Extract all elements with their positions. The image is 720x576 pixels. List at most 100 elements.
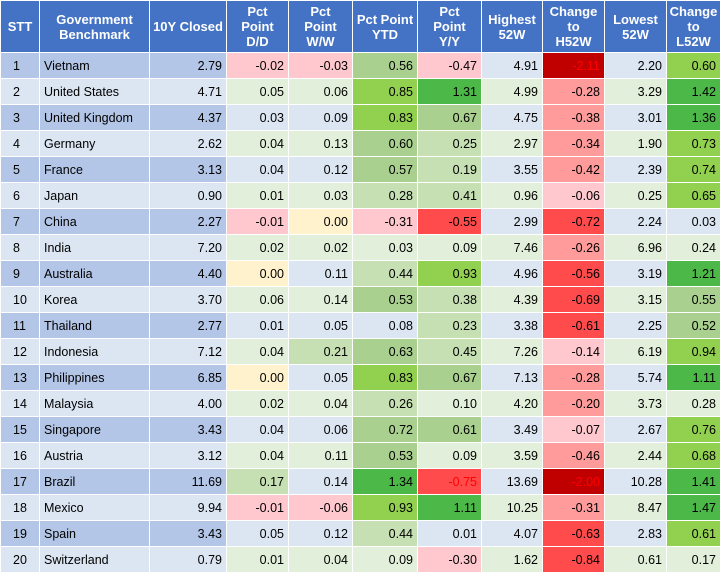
cell-pct-yy: -0.75 <box>417 468 482 495</box>
cell-ten-year-closed: 2.77 <box>149 312 227 339</box>
cell-lowest-52w: 3.01 <box>604 104 667 131</box>
cell-pct-ytd: 0.56 <box>352 52 418 79</box>
cell-highest-52w: 4.96 <box>481 260 543 287</box>
cell-stt: 1 <box>0 52 40 79</box>
cell-change-l52w: 0.94 <box>666 338 720 365</box>
cell-lowest-52w: 0.61 <box>604 546 667 573</box>
cell-pct-ytd: 0.08 <box>352 312 418 339</box>
cell-change-l52w: 0.74 <box>666 156 720 183</box>
header-lowest-52w: Lowest 52W <box>604 0 667 53</box>
cell-pct-ww: 0.05 <box>288 364 353 391</box>
cell-pct-dd: 0.04 <box>226 416 289 443</box>
cell-change-l52w: 1.36 <box>666 104 720 131</box>
cell-benchmark: China <box>39 208 150 235</box>
table-row: 4 Germany 2.62 0.04 0.13 0.60 0.25 2.97 -0.34 1.9… <box>0 130 720 157</box>
header-row: STT Government Benchmark 10Y Closed Pct Po… <box>0 0 720 53</box>
cell-change-h52w: -2.11 <box>542 52 605 79</box>
cell-ten-year-closed: 4.40 <box>149 260 227 287</box>
table-row: 11 Thailand 2.77 0.01 0.05 0.08 0.23 3.38 -0.61 2… <box>0 312 720 339</box>
cell-lowest-52w: 3.19 <box>604 260 667 287</box>
cell-pct-ytd: -0.31 <box>352 208 418 235</box>
cell-highest-52w: 2.97 <box>481 130 543 157</box>
cell-pct-yy: 0.09 <box>417 234 482 261</box>
cell-ten-year-closed: 6.85 <box>149 364 227 391</box>
cell-stt: 10 <box>0 286 40 313</box>
cell-highest-52w: 7.26 <box>481 338 543 365</box>
cell-pct-yy: 1.31 <box>417 78 482 105</box>
cell-stt: 19 <box>0 520 40 547</box>
cell-pct-yy: 0.38 <box>417 286 482 313</box>
header-change-l52w: Change to L52W <box>666 0 720 53</box>
cell-change-h52w: -0.06 <box>542 182 605 209</box>
cell-highest-52w: 3.55 <box>481 156 543 183</box>
cell-benchmark: Vietnam <box>39 52 150 79</box>
cell-benchmark: Germany <box>39 130 150 157</box>
cell-pct-ww: 0.02 <box>288 234 353 261</box>
cell-pct-ww: 0.04 <box>288 546 353 573</box>
cell-pct-dd: 0.17 <box>226 468 289 495</box>
cell-stt: 17 <box>0 468 40 495</box>
cell-change-h52w: -0.46 <box>542 442 605 469</box>
cell-pct-dd: -0.02 <box>226 52 289 79</box>
cell-pct-yy: 0.41 <box>417 182 482 209</box>
cell-pct-ytd: 0.28 <box>352 182 418 209</box>
cell-pct-dd: 0.00 <box>226 364 289 391</box>
cell-stt: 3 <box>0 104 40 131</box>
cell-pct-dd: 0.05 <box>226 520 289 547</box>
header-pct-ww: Pct Point W/W <box>288 0 353 53</box>
table-row: 6 Japan 0.90 0.01 0.03 0.28 0.41 0.96 -0.06 0.25 0… <box>0 182 720 209</box>
cell-stt: 13 <box>0 364 40 391</box>
cell-ten-year-closed: 7.12 <box>149 338 227 365</box>
cell-highest-52w: 2.99 <box>481 208 543 235</box>
cell-highest-52w: 4.39 <box>481 286 543 313</box>
cell-stt: 9 <box>0 260 40 287</box>
cell-pct-ytd: 0.83 <box>352 104 418 131</box>
cell-pct-ww: 0.09 <box>288 104 353 131</box>
cell-pct-dd: 0.01 <box>226 182 289 209</box>
cell-pct-dd: 0.04 <box>226 338 289 365</box>
cell-pct-dd: 0.06 <box>226 286 289 313</box>
cell-highest-52w: 3.49 <box>481 416 543 443</box>
cell-change-l52w: 0.17 <box>666 546 720 573</box>
cell-change-l52w: 1.47 <box>666 494 720 521</box>
cell-benchmark: Malaysia <box>39 390 150 417</box>
table-row: 16 Austria 3.12 0.04 0.11 0.53 0.09 3.59 -0.46 2.… <box>0 442 720 469</box>
cell-pct-ytd: 0.57 <box>352 156 418 183</box>
cell-stt: 16 <box>0 442 40 469</box>
cell-ten-year-closed: 3.43 <box>149 416 227 443</box>
cell-lowest-52w: 2.20 <box>604 52 667 79</box>
cell-ten-year-closed: 0.90 <box>149 182 227 209</box>
cell-benchmark: Australia <box>39 260 150 287</box>
cell-benchmark: Philippines <box>39 364 150 391</box>
cell-pct-ww: 0.06 <box>288 78 353 105</box>
cell-stt: 8 <box>0 234 40 261</box>
table-row: 9 Australia 4.40 0.00 0.11 0.44 0.93 4.96 -0.56 3… <box>0 260 720 287</box>
cell-pct-ww: 0.05 <box>288 312 353 339</box>
cell-pct-ytd: 0.26 <box>352 390 418 417</box>
cell-pct-ww: 0.00 <box>288 208 353 235</box>
cell-change-h52w: -0.31 <box>542 494 605 521</box>
cell-pct-dd: 0.02 <box>226 234 289 261</box>
cell-pct-ytd: 0.85 <box>352 78 418 105</box>
cell-pct-yy: -0.30 <box>417 546 482 573</box>
cell-pct-ww: 0.14 <box>288 286 353 313</box>
cell-pct-yy: 0.19 <box>417 156 482 183</box>
cell-pct-yy: -0.55 <box>417 208 482 235</box>
cell-change-h52w: -0.26 <box>542 234 605 261</box>
table-row: 2 United States 4.71 0.05 0.06 0.85 1.31 4.99 -0… <box>0 78 720 105</box>
table-row: 5 France 3.13 0.04 0.12 0.57 0.19 3.55 -0.42 2.39… <box>0 156 720 183</box>
cell-pct-ww: 0.14 <box>288 468 353 495</box>
cell-pct-ww: 0.06 <box>288 416 353 443</box>
cell-lowest-52w: 2.24 <box>604 208 667 235</box>
cell-pct-ww: 0.03 <box>288 182 353 209</box>
cell-change-h52w: -0.72 <box>542 208 605 235</box>
table-row: 8 India 7.20 0.02 0.02 0.03 0.09 7.46 -0.26 6.96 0… <box>0 234 720 261</box>
cell-highest-52w: 4.75 <box>481 104 543 131</box>
cell-stt: 14 <box>0 390 40 417</box>
cell-highest-52w: 3.59 <box>481 442 543 469</box>
header-pct-ytd: Pct Point YTD <box>352 0 418 53</box>
cell-highest-52w: 3.38 <box>481 312 543 339</box>
cell-pct-yy: 0.09 <box>417 442 482 469</box>
cell-pct-dd: -0.01 <box>226 208 289 235</box>
cell-ten-year-closed: 2.79 <box>149 52 227 79</box>
